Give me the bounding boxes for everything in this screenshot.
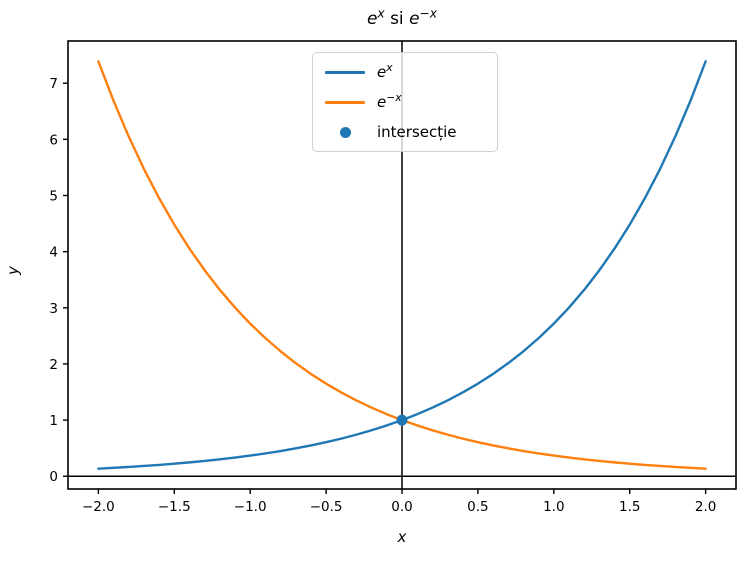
legend-item-exp-neg-x: e−x	[325, 91, 485, 113]
legend-line-swatch-blue	[325, 70, 365, 74]
y-tick-label: 0	[49, 469, 58, 485]
x-tick-label: 1.0	[543, 499, 564, 515]
y-tick-label: 3	[49, 301, 58, 317]
x-tick-label: −2.0	[82, 499, 115, 515]
x-tick-label: −0.5	[310, 499, 343, 515]
legend-line-swatch-orange	[325, 100, 365, 104]
title-e2: e	[409, 9, 420, 29]
x-axis-label: x	[397, 528, 407, 546]
legend-label-exp-x: ex	[377, 61, 393, 81]
y-tick-label: 2	[49, 357, 58, 373]
y-axis-label: y	[4, 266, 22, 275]
legend-label-exp-neg-x: e−x	[377, 91, 402, 111]
x-tick-label: 1.5	[619, 499, 640, 515]
y-tick-label: 6	[49, 132, 58, 148]
y-tick-label: 1	[49, 413, 58, 429]
title-e1: e	[366, 9, 378, 29]
title-sup1: x	[377, 6, 385, 21]
x-tick-label: −1.0	[234, 499, 267, 515]
y-tick-label: 7	[49, 76, 58, 92]
legend-item-intersection: intersecție	[325, 121, 485, 143]
x-tick-label: 0.0	[391, 499, 412, 515]
legend-item-exp-x: ex	[325, 61, 485, 83]
y-tick-label: 4	[49, 245, 58, 261]
chart-title: ex si e−x	[68, 6, 736, 29]
x-tick-label: 2.0	[695, 499, 716, 515]
title-separator: si	[384, 9, 410, 29]
title-sup2: −x	[419, 6, 438, 21]
x-tick-label: 0.5	[467, 499, 488, 515]
legend-marker-swatch	[325, 126, 365, 138]
intersection-point	[396, 414, 408, 426]
legend: ex e−x intersecție	[312, 52, 498, 152]
x-tick-label: −1.5	[158, 499, 191, 515]
y-tick-label: 5	[49, 189, 58, 205]
legend-label-intersection: intersecție	[377, 123, 457, 141]
